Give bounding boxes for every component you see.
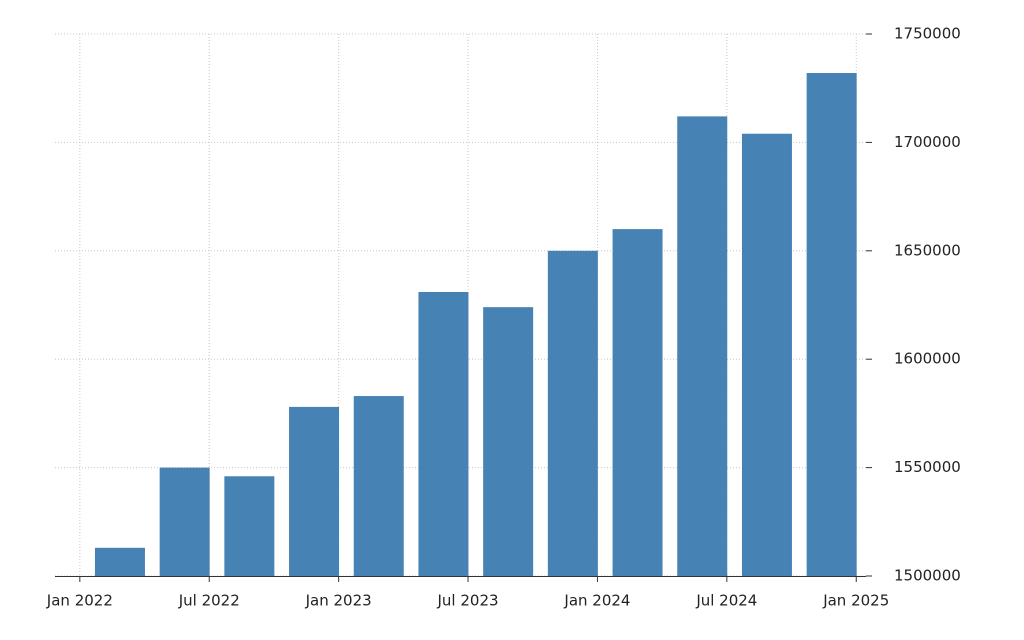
bar bbox=[741, 133, 792, 576]
y-tick-label: 1550000 bbox=[894, 458, 961, 476]
x-tick-label: Jan 2023 bbox=[305, 592, 372, 610]
x-tick-label: Jul 2022 bbox=[178, 592, 240, 610]
x-tick-label: Jan 2024 bbox=[563, 592, 630, 610]
bar bbox=[289, 406, 340, 576]
bar bbox=[806, 73, 857, 577]
x-tick-label: Jan 2022 bbox=[46, 592, 113, 610]
bar bbox=[353, 396, 404, 576]
bar bbox=[547, 250, 598, 577]
x-tick-label: Jul 2024 bbox=[695, 592, 757, 610]
bar bbox=[612, 229, 663, 576]
bar bbox=[677, 116, 728, 576]
bar bbox=[483, 307, 534, 576]
bar bbox=[159, 467, 210, 576]
y-tick-label: 1500000 bbox=[894, 567, 961, 585]
y-tick-label: 1750000 bbox=[894, 25, 961, 43]
bar bbox=[94, 547, 145, 576]
x-tick-label: Jan 2025 bbox=[822, 592, 889, 610]
bar bbox=[224, 476, 275, 576]
y-tick-label: 1600000 bbox=[894, 350, 961, 368]
bar bbox=[418, 291, 469, 576]
y-tick-label: 1650000 bbox=[894, 241, 961, 259]
x-tick-label: Jul 2023 bbox=[437, 592, 499, 610]
y-tick-label: 1700000 bbox=[894, 133, 961, 151]
